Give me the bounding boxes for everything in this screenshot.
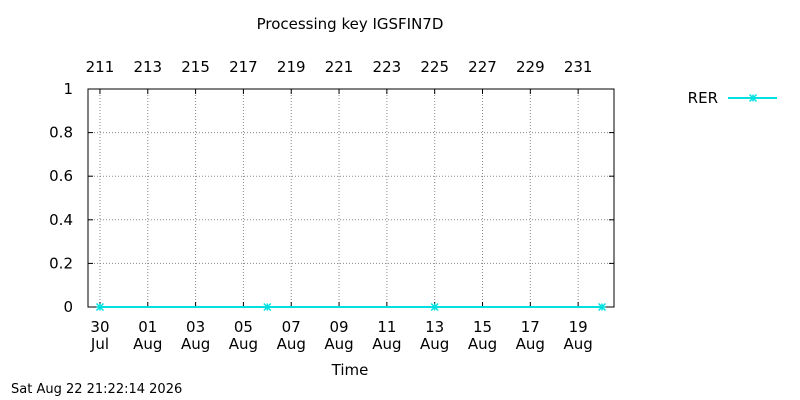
y-tick-label: 0.4 (49, 211, 73, 229)
x-tick-label-day: 19 (569, 318, 588, 336)
x-tick-label-day: 30 (90, 318, 109, 336)
x-tick-label-day: 09 (329, 318, 348, 336)
x-tick-label-day: 13 (425, 318, 444, 336)
y-tick-label: 0.2 (49, 254, 73, 272)
chart-title: Processing key IGSFIN7D (257, 15, 444, 33)
x2-tick-label: 219 (277, 58, 306, 76)
x-tick-label-day: 17 (521, 318, 540, 336)
x-tick-label-month: Aug (133, 335, 162, 353)
data-point (430, 302, 439, 312)
y-tick-label: 0.8 (49, 124, 73, 142)
plot-frame (87, 88, 615, 308)
x-tick-label-month: Aug (563, 335, 592, 353)
x-tick-label-month: Jul (90, 335, 109, 353)
tick-labels: 00.20.40.60.8130Jul01Aug03Aug05Aug07Aug0… (49, 58, 593, 353)
axis-ticks (88, 88, 614, 308)
x-tick-label-month: Aug (229, 335, 258, 353)
data-point (263, 302, 272, 312)
legend-marker-star (748, 93, 758, 103)
x-tick-label-day: 05 (234, 318, 253, 336)
x-tick-label-day: 15 (473, 318, 492, 336)
x2-tick-label: 213 (133, 58, 162, 76)
x2-tick-label: 221 (325, 58, 354, 76)
x2-tick-label: 229 (516, 58, 545, 76)
data-point (598, 302, 607, 312)
x-tick-label-month: Aug (372, 335, 401, 353)
x2-tick-label: 215 (181, 58, 210, 76)
x-tick-label-month: Aug (468, 335, 497, 353)
x2-tick-label: 227 (468, 58, 497, 76)
x-tick-label-month: Aug (277, 335, 306, 353)
x-tick-label-month: Aug (324, 335, 353, 353)
legend-marker-rer (748, 93, 758, 103)
x2-tick-label: 231 (564, 58, 593, 76)
legend-label-rer: RER (688, 89, 718, 107)
x-axis-label: Time (331, 361, 369, 379)
x-tick-label-day: 11 (377, 318, 396, 336)
x2-tick-label: 217 (229, 58, 258, 76)
x-tick-label-day: 07 (282, 318, 301, 336)
data-point (95, 302, 104, 312)
y-tick-label: 1 (63, 80, 73, 98)
x-tick-label-day: 03 (186, 318, 205, 336)
y-tick-label: 0 (63, 298, 73, 316)
x-tick-label-month: Aug (181, 335, 210, 353)
x-tick-label-month: Aug (420, 335, 449, 353)
x2-tick-label: 211 (86, 58, 115, 76)
x-tick-label-day: 01 (138, 318, 157, 336)
grid (88, 89, 614, 307)
x2-tick-label: 223 (373, 58, 402, 76)
y-tick-label: 0.6 (49, 167, 73, 185)
legend: RER (688, 89, 777, 107)
footer-timestamp: Sat Aug 22 21:22:14 2026 (11, 382, 183, 397)
x2-tick-label: 225 (420, 58, 449, 76)
x-tick-label-month: Aug (516, 335, 545, 353)
series (95, 302, 607, 312)
